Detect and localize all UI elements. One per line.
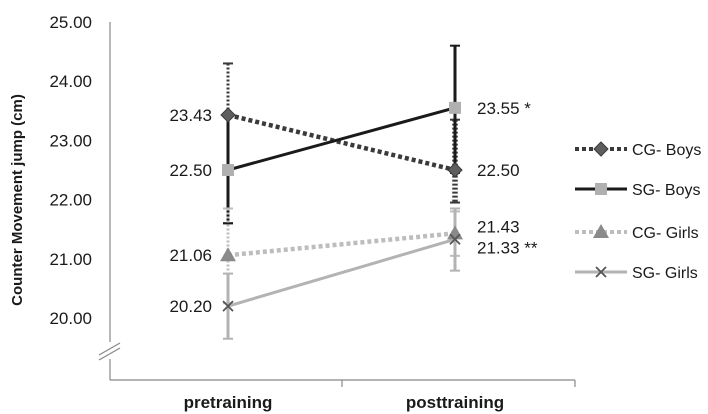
legend-marker bbox=[595, 183, 607, 195]
data-labels: 23.43 22.50 22.50 23.55 * 21.06 21.43 20.20 21.… bbox=[169, 99, 537, 316]
x-category-label: pretraining bbox=[184, 393, 273, 412]
series-lines bbox=[227, 106, 456, 308]
y-axis bbox=[98, 22, 121, 380]
y-tick-label: 22.00 bbox=[49, 191, 92, 210]
data-point bbox=[222, 300, 234, 312]
series-markers bbox=[220, 101, 463, 312]
data-point bbox=[449, 233, 461, 245]
legend-label: SG- Girls bbox=[632, 265, 698, 282]
axis-break-marker bbox=[98, 342, 121, 361]
data-point bbox=[449, 101, 461, 114]
data-label: 23.43 bbox=[169, 106, 212, 125]
data-point bbox=[220, 107, 236, 123]
y-tick-label: 20.00 bbox=[49, 309, 92, 328]
data-point bbox=[222, 164, 234, 176]
series-line bbox=[227, 106, 456, 172]
data-label: 20.20 bbox=[169, 297, 212, 316]
data-point bbox=[447, 225, 463, 240]
legend: CG- Boys SG- Boys CG- Girls SG- Girls bbox=[575, 141, 701, 282]
data-point bbox=[220, 247, 236, 262]
series-line bbox=[227, 112, 456, 173]
error-bars bbox=[223, 44, 460, 340]
data-label: 21.43 bbox=[477, 217, 520, 236]
data-label: 22.50 bbox=[477, 161, 520, 180]
data-label: 21.33 ** bbox=[477, 238, 538, 257]
legend-marker bbox=[593, 141, 609, 157]
x-category-label: posttraining bbox=[406, 393, 504, 412]
legend-label: CG- Boys bbox=[632, 142, 701, 159]
y-tick-label: 24.00 bbox=[49, 72, 92, 91]
legend-marker bbox=[593, 224, 609, 238]
y-axis-label: Counter Movement jump (cm) bbox=[9, 94, 26, 306]
x-category-labels: pretraining posttraining bbox=[184, 393, 505, 412]
data-label: 23.55 * bbox=[477, 99, 531, 118]
series-line bbox=[227, 237, 456, 308]
y-tick-label: 25.00 bbox=[49, 13, 92, 32]
data-label: 22.50 bbox=[169, 161, 212, 180]
y-tick-label: 21.00 bbox=[49, 250, 92, 269]
data-point bbox=[447, 162, 463, 178]
legend-label: CG- Girls bbox=[632, 225, 699, 242]
y-tick-labels: 20.00 21.00 22.00 23.00 24.00 25.00 bbox=[49, 13, 92, 328]
series-line bbox=[227, 231, 456, 258]
legend-marker bbox=[595, 266, 607, 278]
y-tick-label: 23.00 bbox=[49, 131, 92, 150]
data-label: 21.06 bbox=[169, 246, 212, 265]
legend-label: SG- Boys bbox=[632, 182, 700, 199]
